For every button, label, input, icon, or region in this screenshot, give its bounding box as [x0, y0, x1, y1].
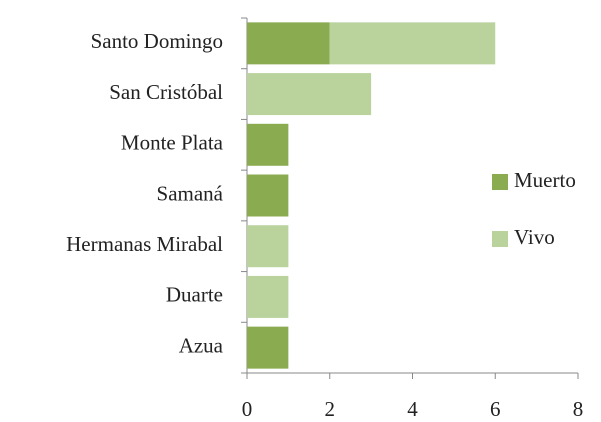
x-tick-label: 0 — [242, 397, 253, 421]
y-tick-label: Santo Domingo — [91, 29, 223, 53]
legend-label: Muerto — [514, 168, 576, 192]
bar — [247, 275, 289, 318]
legend-label: Vivo — [514, 225, 555, 249]
x-tick-label: 2 — [325, 397, 336, 421]
bar — [247, 174, 289, 217]
y-tick-label: Hermanas Mirabal — [66, 232, 223, 256]
y-tick-label: Samaná — [157, 181, 224, 205]
legend-swatch — [492, 174, 508, 190]
bar — [247, 326, 289, 369]
y-tick-label: San Cristóbal — [109, 80, 223, 104]
bar — [247, 73, 372, 116]
y-tick-label: Azua — [179, 333, 224, 357]
bar — [247, 225, 289, 268]
x-tick-label: 6 — [490, 397, 501, 421]
bar — [329, 22, 496, 65]
x-tick-label: 4 — [407, 397, 418, 421]
bar — [247, 123, 289, 166]
x-tick-label: 8 — [573, 397, 584, 421]
bar — [247, 22, 330, 65]
y-tick-label: Monte Plata — [121, 131, 224, 155]
y-tick-label: Duarte — [166, 283, 223, 307]
legend-swatch — [492, 231, 508, 247]
